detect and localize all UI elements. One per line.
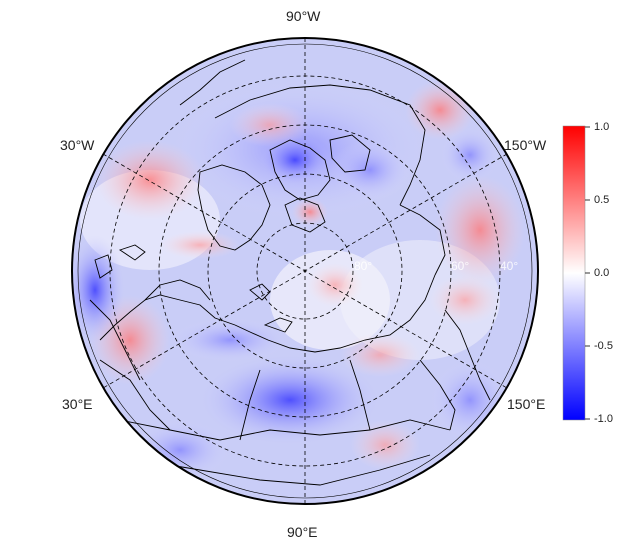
colorbar-tick: 0.5 (594, 194, 610, 206)
lon-label-90e: 90°E (287, 524, 318, 540)
lon-label-150e: 150°E (507, 396, 546, 412)
lat-label-40: 40° (500, 259, 519, 273)
lon-label-90w: 90°W (286, 8, 321, 24)
coastlines (89, 59, 491, 486)
lon-label-150w: 150°W (504, 137, 547, 153)
lon-label-30e: 30°E (62, 396, 93, 412)
colorbar-tick: 1.0 (594, 121, 610, 133)
map-boundary (71, 37, 539, 505)
graticule (102, 38, 508, 504)
lon-label-30w: 30°W (60, 137, 95, 153)
lat-label-60: 60° (451, 259, 470, 273)
colorbar (562, 125, 586, 421)
lat-label-80: 80° (354, 259, 373, 273)
colorbar-tick: -1.0 (594, 413, 613, 425)
colorbar-tick: 0.0 (594, 267, 610, 279)
colorbar-tick: -0.5 (594, 340, 613, 352)
